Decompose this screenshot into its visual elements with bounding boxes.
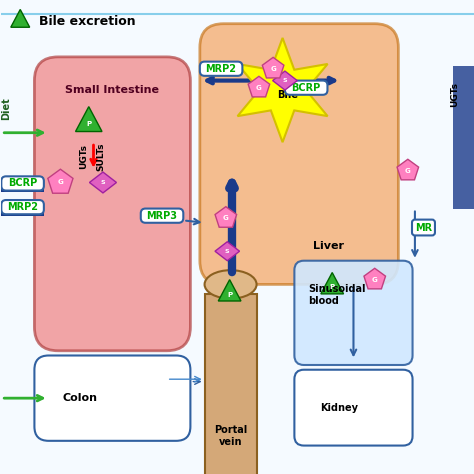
Polygon shape <box>75 107 102 131</box>
Text: P: P <box>227 292 232 298</box>
Text: G: G <box>57 180 64 185</box>
FancyBboxPatch shape <box>35 356 191 441</box>
Text: UGTs: UGTs <box>451 82 460 107</box>
Polygon shape <box>321 273 344 294</box>
Text: P: P <box>86 121 91 127</box>
Text: UGTs: UGTs <box>80 144 89 169</box>
FancyBboxPatch shape <box>200 24 398 284</box>
Text: MRP2: MRP2 <box>7 202 38 212</box>
Text: MR: MR <box>415 222 432 233</box>
Polygon shape <box>273 71 297 90</box>
Text: S: S <box>100 180 105 185</box>
Text: G: G <box>256 85 262 91</box>
FancyBboxPatch shape <box>35 57 191 351</box>
Text: MRP3: MRP3 <box>146 210 178 221</box>
FancyBboxPatch shape <box>200 62 242 76</box>
Ellipse shape <box>205 270 256 299</box>
Text: S: S <box>283 78 287 83</box>
Polygon shape <box>248 76 270 97</box>
FancyBboxPatch shape <box>1 176 44 191</box>
Polygon shape <box>215 242 239 261</box>
Polygon shape <box>90 172 117 193</box>
Polygon shape <box>11 9 30 27</box>
Text: MRP2: MRP2 <box>206 64 237 74</box>
Text: BCRP: BCRP <box>8 178 37 189</box>
Text: G: G <box>372 277 378 283</box>
Polygon shape <box>262 57 284 78</box>
Text: Kidney: Kidney <box>320 402 358 413</box>
Bar <box>1 204 44 216</box>
Text: G: G <box>405 168 410 173</box>
FancyBboxPatch shape <box>205 294 256 474</box>
Polygon shape <box>364 268 385 289</box>
Bar <box>1 180 44 192</box>
FancyBboxPatch shape <box>1 200 44 214</box>
Bar <box>453 66 474 209</box>
Polygon shape <box>48 169 73 193</box>
Polygon shape <box>397 159 419 180</box>
FancyBboxPatch shape <box>294 370 412 446</box>
FancyBboxPatch shape <box>285 81 328 95</box>
Polygon shape <box>237 38 328 142</box>
Text: G: G <box>270 66 276 72</box>
Text: SULTs: SULTs <box>96 142 105 171</box>
Polygon shape <box>219 280 241 301</box>
FancyBboxPatch shape <box>141 209 183 223</box>
Polygon shape <box>215 207 237 227</box>
Text: Bile: Bile <box>277 90 298 100</box>
Text: Liver: Liver <box>313 241 345 252</box>
Text: Portal
vein: Portal vein <box>214 425 247 447</box>
Text: BCRP: BCRP <box>292 82 321 93</box>
Text: Bile excretion: Bile excretion <box>39 15 136 28</box>
Text: Small Intestine: Small Intestine <box>65 85 159 95</box>
FancyBboxPatch shape <box>294 261 412 365</box>
Text: Sinusoidal
blood: Sinusoidal blood <box>309 284 366 306</box>
Text: S: S <box>225 249 229 254</box>
Text: Diet: Diet <box>1 98 11 120</box>
Text: G: G <box>223 215 229 221</box>
Text: Colon: Colon <box>63 393 98 403</box>
Text: P: P <box>329 284 335 291</box>
